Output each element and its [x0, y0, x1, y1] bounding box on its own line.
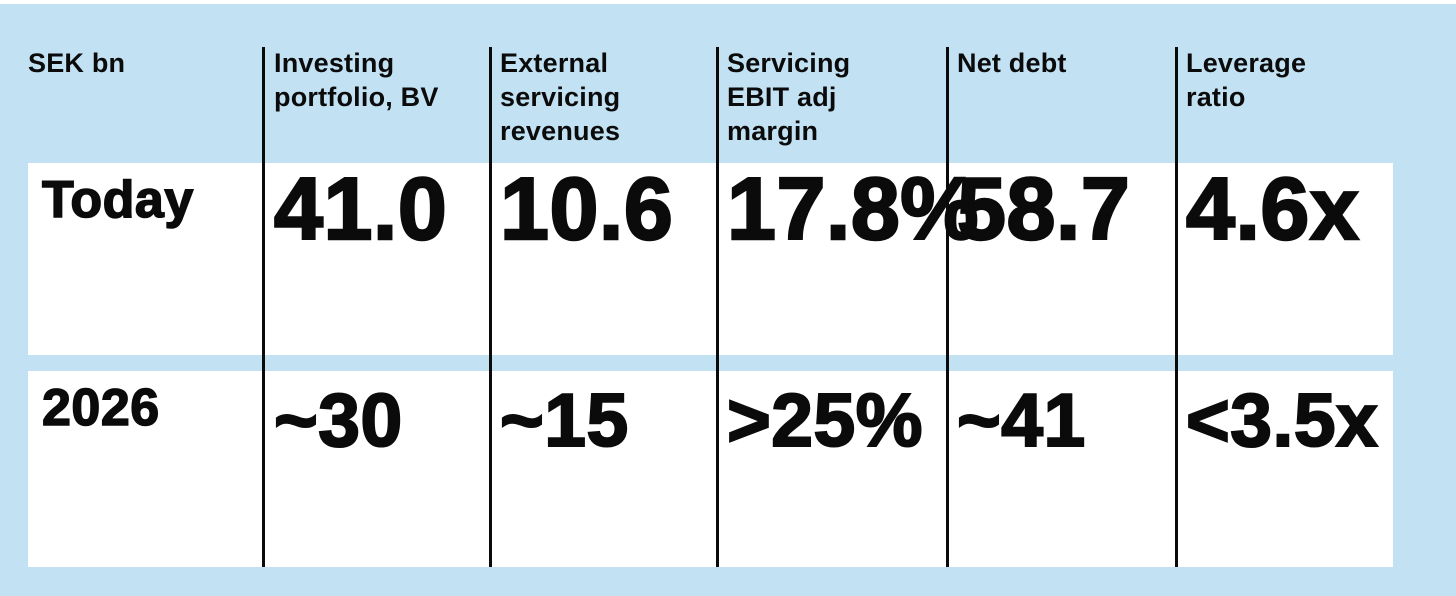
cell-2026-investing-portfolio: ~30: [273, 378, 403, 462]
cell-2026-external-servicing-revenues: ~15: [499, 378, 629, 462]
cell-today-net-debt: 58.7: [956, 159, 1131, 258]
table-unit-label: SEK bn: [28, 48, 126, 78]
column-divider-4: [946, 47, 949, 567]
column-divider-1: [262, 47, 265, 567]
cell-2026-servicing-ebit-margin: >25%: [726, 378, 924, 462]
cell-today-servicing-ebit-margin: 17.8%: [726, 159, 980, 258]
table-row-today-background: [28, 163, 1393, 355]
table-row-2026-background: [28, 371, 1393, 567]
column-header-external-servicing-revenues: External servicing revenues: [500, 48, 621, 146]
column-header-servicing-ebit-margin: Servicing EBIT adj margin: [727, 48, 851, 146]
row-label-today: Today: [41, 171, 194, 229]
cell-today-leverage-ratio: 4.6x: [1185, 159, 1360, 258]
row-label-2026: 2026: [41, 379, 160, 437]
cell-2026-net-debt: ~41: [956, 378, 1086, 462]
cell-today-investing-portfolio: 41.0: [273, 159, 448, 258]
column-header-net-debt: Net debt: [957, 48, 1067, 78]
cell-2026-leverage-ratio: <3.5x: [1185, 378, 1379, 462]
column-divider-5: [1175, 47, 1178, 567]
column-header-leverage-ratio: Leverage ratio: [1186, 48, 1307, 112]
column-divider-3: [716, 47, 719, 567]
top-margin-strip: [0, 0, 1456, 4]
cell-today-external-servicing-revenues: 10.6: [499, 159, 674, 258]
column-divider-2: [489, 47, 492, 567]
column-header-investing-portfolio: Investing portfolio, BV: [274, 48, 439, 112]
